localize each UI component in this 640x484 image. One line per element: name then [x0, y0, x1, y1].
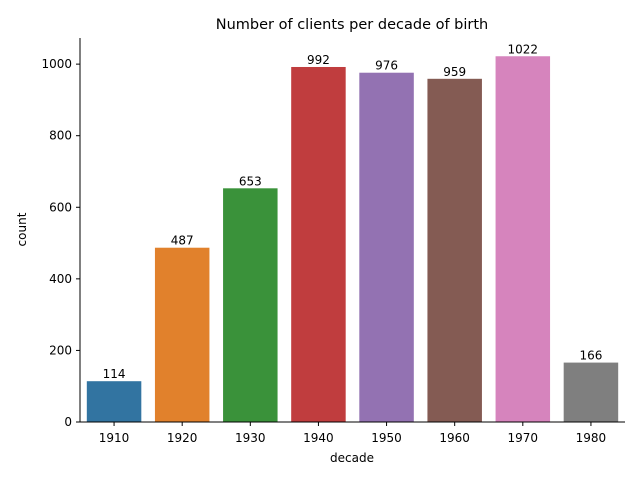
x-tick-label-1940: 1940: [303, 431, 334, 445]
x-axis: 1910 1920 1930 1940 1950 1960 1970 1980: [80, 421, 625, 445]
bar-value-label-1960: 959: [443, 65, 466, 79]
bar-value-label-1910: 114: [103, 367, 126, 381]
bars-group: [86, 56, 619, 422]
x-tick-label-1930: 1930: [235, 431, 266, 445]
x-tick-label-1910: 1910: [99, 431, 130, 445]
y-tick-label-0: 0: [64, 415, 72, 429]
bar-value-label-1920: 487: [171, 234, 194, 248]
x-tick-label-1980: 1980: [576, 431, 607, 445]
y-tick-label-600: 600: [49, 200, 72, 214]
bar-value-label-1970: 1022: [508, 42, 539, 56]
bar-1950: [359, 72, 414, 422]
y-axis: 0 200 400 600 800 1000: [41, 38, 81, 429]
bar-labels-group: 114 487 653 992 976 959 1022 166: [103, 42, 603, 381]
bar-1920: [154, 247, 210, 422]
x-tick-label-1950: 1950: [371, 431, 402, 445]
bar-1930: [223, 188, 278, 422]
x-tick-label-1960: 1960: [439, 431, 470, 445]
bar-1970: [495, 56, 551, 422]
y-tick-label-1000: 1000: [41, 57, 72, 71]
y-tick-label-400: 400: [49, 272, 72, 286]
y-tick-label-200: 200: [49, 343, 72, 357]
bar-1910: [86, 381, 142, 422]
y-tick-label-800: 800: [49, 129, 72, 143]
bar-1960: [427, 78, 482, 422]
bar-value-label-1950: 976: [375, 59, 398, 73]
bar-1980: [563, 362, 619, 422]
bar-value-label-1940: 992: [307, 53, 330, 67]
chart-title: Number of clients per decade of birth: [216, 17, 489, 33]
bar-value-label-1930: 653: [239, 174, 262, 188]
x-tick-label-1920: 1920: [167, 431, 198, 445]
y-axis-label: count: [15, 212, 29, 246]
x-axis-label: decade: [330, 451, 374, 465]
x-tick-label-1970: 1970: [508, 431, 539, 445]
bar-value-label-1980: 166: [579, 349, 602, 363]
bar-1940: [291, 66, 346, 422]
